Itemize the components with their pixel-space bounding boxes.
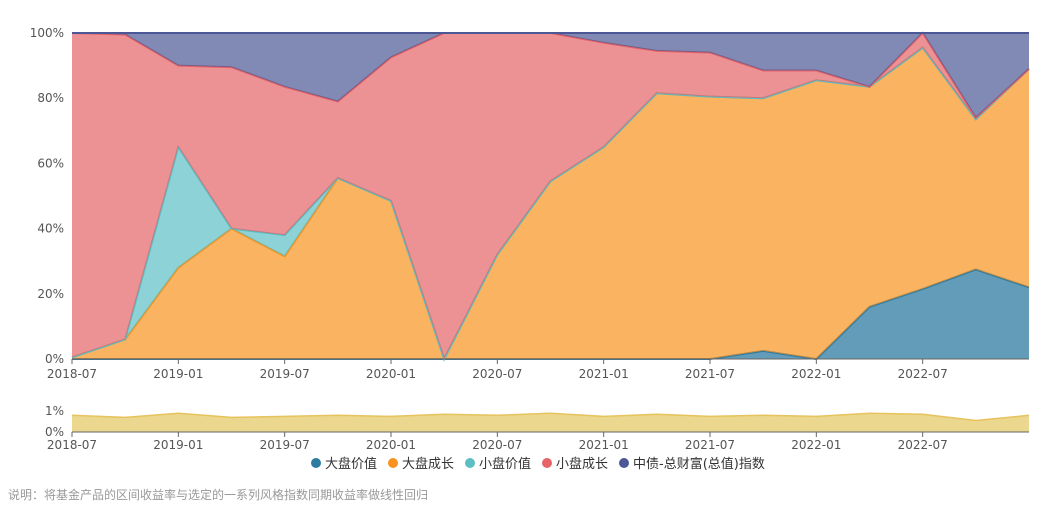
y-tick-label: 80% xyxy=(37,91,64,105)
main-axes: 0% 20% 40% 60% 80% 100% 2018-07 2019-01 2019-07 2… xyxy=(30,26,1029,381)
x-tick-label: 2021-01 xyxy=(579,367,629,381)
sub-y-tick-label: 1% xyxy=(45,404,64,418)
method-note: 说明：将基金产品的区间收益率与选定的一系列风格指数同期收益率做线性回归 xyxy=(8,488,429,502)
x-tick-label: 2022-07 xyxy=(898,367,948,381)
legend-label[interactable]: 小盘价值 xyxy=(479,456,531,472)
legend-marker xyxy=(465,458,475,468)
legend-marker xyxy=(311,458,321,468)
legend-label[interactable]: 大盘成长 xyxy=(402,456,454,472)
x-tick-label: 2020-07 xyxy=(472,367,522,381)
y-tick-label: 20% xyxy=(37,287,64,301)
area-series-2 xyxy=(72,47,1029,359)
legend-label[interactable]: 中债-总财富(总值)指数 xyxy=(633,456,765,472)
legend-marker xyxy=(542,458,552,468)
sub-x-tick-label: 2020-01 xyxy=(366,438,416,452)
legend-marker xyxy=(619,458,629,468)
x-tick-label: 2019-01 xyxy=(153,367,203,381)
x-tick-label: 2019-07 xyxy=(260,367,310,381)
y-tick-label: 0% xyxy=(45,352,64,366)
sub-y-tick-label: 0% xyxy=(45,425,64,439)
sub-x-tick-label: 2021-07 xyxy=(685,438,735,452)
sub-x-tick-label: 2019-01 xyxy=(153,438,203,452)
sub-x-tick-label: 2019-07 xyxy=(260,438,310,452)
area-series-5 xyxy=(72,33,1029,118)
r-squared-subchart: 0% 1% 2018-07 2019-01 2019-07 2020-01 2020-07 2… xyxy=(45,404,1030,452)
area-series-4 xyxy=(72,33,1029,359)
legend-marker xyxy=(388,458,398,468)
y-tick-label: 100% xyxy=(30,26,64,40)
sub-x-tick-label: 2021-01 xyxy=(579,438,629,452)
main-area-layers xyxy=(71,31,1030,362)
x-tick-label: 2018-07 xyxy=(47,367,97,381)
sub-x-tick-label: 2018-07 xyxy=(47,438,97,452)
sub-x-tick-label: 2022-07 xyxy=(898,438,948,452)
r-squared-area xyxy=(72,413,1029,432)
y-tick-label: 60% xyxy=(37,156,64,170)
sub-x-tick-label: 2020-07 xyxy=(472,438,522,452)
y-tick-label: 40% xyxy=(37,222,64,236)
x-tick-label: 2021-07 xyxy=(685,367,735,381)
legend: 大盘价值 大盘成长 小盘价值 小盘成长 中债-总财富(总值)指数 xyxy=(311,456,765,472)
r-squared-line xyxy=(71,412,1030,422)
sub-x-tick-label: 2022-01 xyxy=(791,438,841,452)
legend-label[interactable]: 小盘成长 xyxy=(556,456,608,472)
x-tick-label: 2022-01 xyxy=(791,367,841,381)
x-tick-label: 2020-01 xyxy=(366,367,416,381)
legend-label[interactable]: 大盘价值 xyxy=(325,456,377,472)
area-series-1 xyxy=(72,269,1029,359)
